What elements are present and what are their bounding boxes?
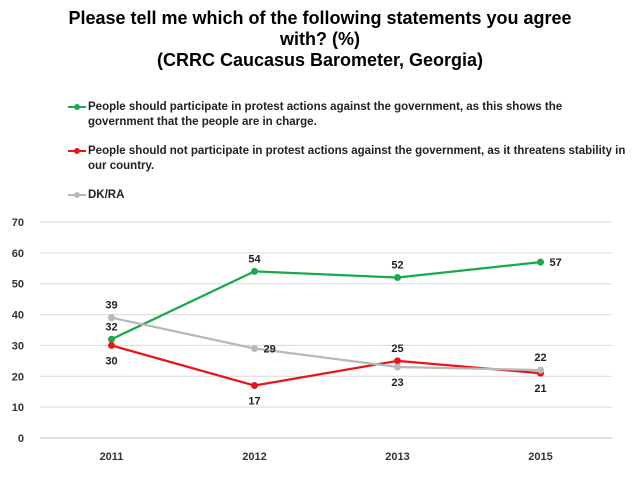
chart-title-line: (CRRC Caucasus Barometer, Georgia) <box>156 50 484 70</box>
data-point <box>251 382 258 390</box>
data-label: 32 <box>105 321 117 333</box>
data-label: 39 <box>105 300 117 312</box>
legend-swatch <box>68 103 86 110</box>
legend-item-not-participate: People should not participate in protest… <box>68 144 628 174</box>
data-point <box>108 314 115 322</box>
legend-item-participate: People should participate in protest act… <box>68 100 628 130</box>
y-tick-label: 70 <box>12 217 24 229</box>
y-tick-label: 0 <box>18 433 24 445</box>
data-label: 54 <box>248 253 261 265</box>
y-tick-label: 60 <box>12 248 24 260</box>
chart-title-line: with? (%) <box>280 29 360 49</box>
data-point <box>108 341 115 349</box>
y-tick-label: 50 <box>12 279 24 291</box>
x-tick-label: 2012 <box>242 451 266 463</box>
y-tick-label: 20 <box>12 371 24 383</box>
series-line <box>111 344 541 387</box>
data-point <box>251 267 258 275</box>
data-label: 21 <box>534 383 546 395</box>
chart-legend: People should participate in protest act… <box>68 100 628 203</box>
x-tick-label: 2011 <box>100 451 124 463</box>
data-label: 29 <box>264 344 276 356</box>
x-tick-label: 2015 <box>528 451 552 463</box>
data-label: 30 <box>105 355 117 367</box>
legend-item-dkra: DK/RA <box>68 188 628 203</box>
data-point <box>394 274 401 282</box>
data-point <box>537 366 544 374</box>
data-label: 23 <box>391 377 403 389</box>
data-point <box>394 363 401 371</box>
x-tick-label: 2013 <box>385 451 409 463</box>
legend-label: DK/RA <box>88 189 125 201</box>
data-point <box>394 357 401 365</box>
y-tick-label: 10 <box>12 402 24 414</box>
legend-label: People should not participate in protest… <box>88 145 626 172</box>
data-label: 57 <box>550 257 562 269</box>
data-point <box>251 345 258 353</box>
data-label: 17 <box>248 396 260 408</box>
data-label: 52 <box>391 260 403 272</box>
legend-swatch <box>68 147 86 154</box>
data-label: 25 <box>391 343 403 355</box>
data-label: 22 <box>534 352 546 364</box>
y-tick-label: 30 <box>12 340 24 352</box>
legend-label: People should participate in protest act… <box>88 101 563 128</box>
chart-title: Please tell me which of the following st… <box>40 8 600 71</box>
y-tick-label: 40 <box>12 310 24 322</box>
series-line <box>111 260 541 341</box>
chart-title-line: Please tell me which of the following st… <box>68 8 572 28</box>
data-point <box>537 258 544 266</box>
series-line <box>111 316 541 372</box>
legend-swatch <box>68 191 86 198</box>
data-point <box>108 335 115 343</box>
